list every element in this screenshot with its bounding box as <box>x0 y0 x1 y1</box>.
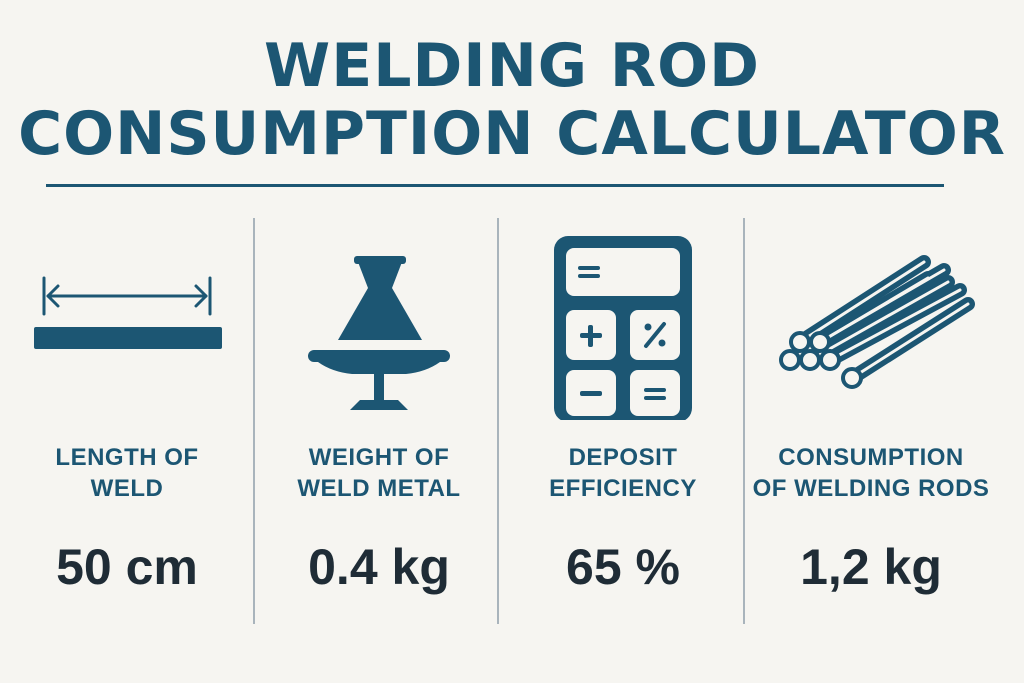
length-of-weld-card: LENGTH OF WELD 50 cm <box>4 230 250 610</box>
weight-of-weld-metal-value: 0.4 kg <box>308 539 450 595</box>
title-line-1: WELDING ROD <box>264 31 760 101</box>
weight-of-weld-metal-label: WEIGHT OF WELD METAL <box>297 444 461 502</box>
consumption-of-welding-rods-value: 1,2 kg <box>800 539 942 595</box>
deposit-efficiency-label: DEPOSIT EFFICIENCY <box>549 444 697 502</box>
welding-rods-icon <box>779 255 975 389</box>
column-divider <box>743 218 745 624</box>
column-divider <box>497 218 499 624</box>
deposit-efficiency-card: DEPOSIT EFFICIENCY 65 % <box>500 230 746 610</box>
consumption-of-welding-rods-card: CONSUMPTION OF WELDING RODS 1,2 kg <box>748 230 994 610</box>
column-divider <box>253 218 255 624</box>
weight-of-weld-metal-card: WEIGHT OF WELD METAL 0.4 kg <box>256 230 502 610</box>
deposit-efficiency-value: 65 % <box>566 539 680 595</box>
length-of-weld-label: LENGTH OF WELD <box>55 444 199 502</box>
title-line-2: CONSUMPTION CALCULATOR <box>18 99 1006 169</box>
scale-weight-icon <box>308 256 450 410</box>
ruler-length-icon <box>34 276 222 349</box>
calculator-icon <box>554 236 692 420</box>
consumption-of-welding-rods-label: CONSUMPTION OF WELDING RODS <box>752 444 990 502</box>
title-underline <box>46 184 944 187</box>
length-of-weld-value: 50 cm <box>56 539 198 595</box>
